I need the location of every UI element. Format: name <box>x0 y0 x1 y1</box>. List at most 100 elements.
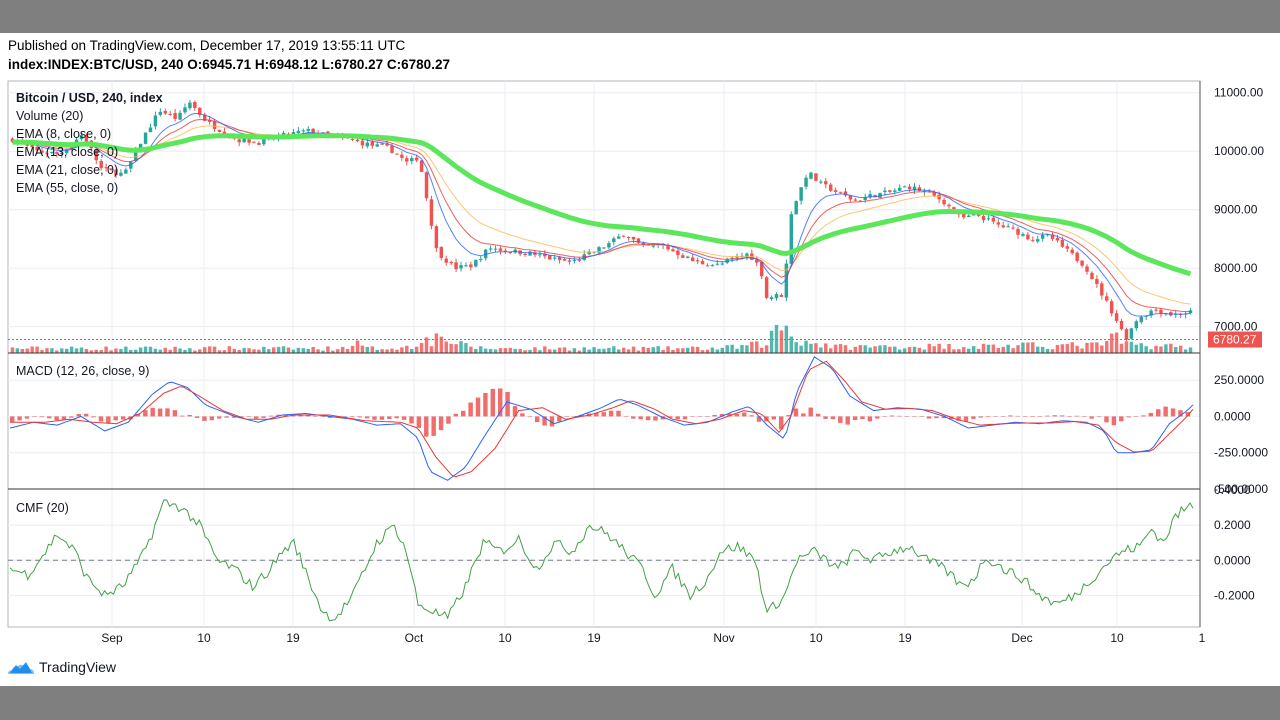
candle-body <box>419 160 424 172</box>
volume-bar <box>365 346 370 353</box>
candle-body <box>99 161 103 169</box>
candle-body <box>503 250 508 252</box>
x-tick-label: Sep <box>101 631 123 645</box>
volume-bar <box>809 343 813 353</box>
volume-bar <box>370 346 375 353</box>
macd-histogram-bar <box>453 413 459 417</box>
volume-bar <box>868 347 872 353</box>
volume-bar <box>143 346 148 353</box>
macd-histogram-bar <box>387 416 392 419</box>
volume-bar <box>607 347 611 353</box>
volume-bar <box>503 348 508 353</box>
candle-body <box>119 172 123 176</box>
macd-histogram-bar <box>823 416 828 419</box>
candle-body <box>479 259 483 261</box>
candle-body <box>10 138 15 143</box>
volume-bar <box>730 344 734 353</box>
macd-histogram-bar <box>1163 406 1168 417</box>
macd-histogram-bar <box>342 416 348 418</box>
macd-histogram-bar <box>357 416 362 418</box>
volume-bar <box>444 341 448 353</box>
candle-body <box>45 152 49 154</box>
volume-bar <box>621 347 626 353</box>
volume-bar <box>1070 342 1074 353</box>
volume-bar <box>311 346 315 353</box>
tradingview-logo[interactable]: TradingView <box>7 658 116 676</box>
volume-bar <box>281 346 286 353</box>
candle-body <box>1075 252 1079 261</box>
macd-histogram-bar <box>290 415 296 417</box>
candle-body <box>1060 240 1065 247</box>
volume-bar <box>1144 346 1148 353</box>
macd-histogram-bar <box>1008 415 1013 417</box>
macd-histogram-bar <box>512 406 518 417</box>
volume-bar <box>479 346 483 353</box>
volume-bar <box>617 349 621 353</box>
volume-bar <box>104 346 108 353</box>
candle-body <box>833 190 838 192</box>
macd-tick-label: -500.0000 <box>1214 482 1268 496</box>
volume-bar <box>222 350 227 353</box>
macd-histogram-bar <box>1045 415 1050 417</box>
volume-bar <box>996 348 1001 353</box>
volume-bar <box>345 349 350 353</box>
volume-bar <box>488 348 493 353</box>
macd-histogram-bar <box>1089 416 1094 419</box>
price-tick-label: 7000.00 <box>1214 320 1258 334</box>
volume-bar <box>464 343 468 353</box>
macd-histogram-bar <box>808 407 813 417</box>
candle-body <box>976 213 981 216</box>
macd-histogram-bar <box>98 416 104 422</box>
volume-bar <box>439 336 444 353</box>
cmf-pane-title: CMF (20) <box>16 501 69 515</box>
candle-body <box>1100 283 1104 296</box>
macd-histogram-bar <box>793 408 799 417</box>
macd-histogram-bar <box>490 388 496 417</box>
candle-body <box>1026 234 1030 240</box>
x-tick-label: 19 <box>587 631 601 645</box>
macd-histogram-bar <box>246 416 252 417</box>
volume-bar <box>971 346 976 353</box>
volume-bar <box>183 349 187 353</box>
plot-frame <box>7 80 1201 628</box>
macd-histogram-bar <box>209 416 215 421</box>
volume-bar <box>557 347 562 353</box>
candle-body <box>932 192 936 196</box>
volume-bar <box>828 348 833 353</box>
volume-bar <box>89 350 94 353</box>
candle-body <box>439 247 444 258</box>
candle-body <box>759 262 764 277</box>
macd-histogram-bar <box>749 415 754 417</box>
tradingview-logo-text: TradingView <box>39 659 117 675</box>
volume-bar <box>198 349 202 353</box>
candle-body <box>690 257 695 262</box>
published-text: Published on TradingView.com, December 1… <box>8 38 406 53</box>
candle-body <box>612 238 616 243</box>
x-tick-label: Oct <box>405 631 424 645</box>
candle-body <box>819 181 823 183</box>
macd-histogram-bar <box>838 416 843 423</box>
price-legend-entry: EMA (8, close, 0) <box>16 127 111 141</box>
candle-body <box>390 145 394 153</box>
volume-bar <box>138 347 143 353</box>
candle-body <box>385 143 389 146</box>
candle-body <box>202 114 207 121</box>
volume-bar <box>1001 346 1005 353</box>
volume-bar <box>513 348 517 353</box>
macd-histogram-bar <box>446 416 451 424</box>
candle-body <box>695 260 700 262</box>
volume-bar <box>626 349 631 353</box>
volume-bar <box>1060 344 1065 353</box>
volume-bar <box>888 346 892 353</box>
volume-bar <box>375 349 379 353</box>
macd-histogram-bar <box>971 416 976 419</box>
candle-body <box>902 186 907 188</box>
candle-body <box>814 173 818 181</box>
x-tick-label: 19 <box>898 631 912 645</box>
candle-body <box>1134 321 1139 329</box>
candle-body <box>572 260 577 262</box>
candle-body <box>1090 272 1094 280</box>
macd-histogram-bar <box>106 416 111 424</box>
volume-bar <box>769 330 774 353</box>
